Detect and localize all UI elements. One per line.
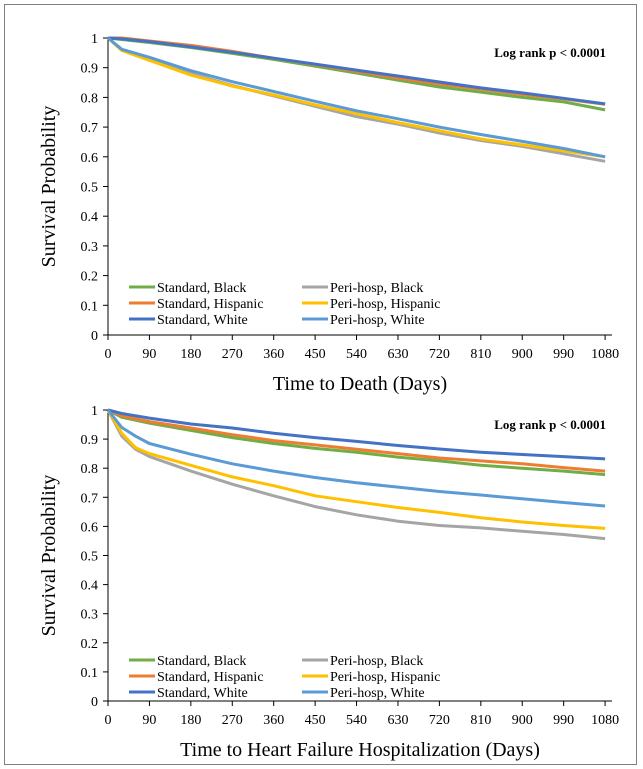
y-tick-label: 0.5 <box>81 181 99 196</box>
y-tick-label: 0.4 <box>81 210 99 225</box>
x-axis-title: Time to Death (Days) <box>273 373 447 395</box>
y-tick-label: 0.5 <box>81 550 99 565</box>
x-tick-label: 810 <box>470 347 491 362</box>
series-line-peri-hosp-white <box>107 36 606 159</box>
y-axis-title: Survival Probability <box>38 475 60 637</box>
legend-label: Standard, White <box>157 313 248 328</box>
x-tick-label: 180 <box>180 713 201 728</box>
x-tick-label: 1080 <box>591 347 619 362</box>
y-tick-label: 0.8 <box>81 91 99 106</box>
chart-panel-1: 0 0.1 0.2 0.3 0.4 0.5 0.6 0.7 0.8 0.9 1 0 90 180 270 36… <box>38 32 619 395</box>
y-tick-label: 0.1 <box>81 299 99 314</box>
y-tick-label: 0.8 <box>81 462 99 477</box>
x-tick-label: 540 <box>346 713 367 728</box>
legend-label: Peri-hosp, White <box>330 686 425 701</box>
legend-label: Standard, White <box>157 686 248 701</box>
y-tick-label: 1 <box>91 32 98 47</box>
x-tick-label: 0 <box>105 347 112 362</box>
y-tick-label: 0.2 <box>81 637 99 652</box>
series-line-standard-hispanic <box>107 408 606 473</box>
y-tick-label: 0.2 <box>81 270 99 285</box>
y-tick-label: 0.1 <box>81 666 99 681</box>
y-tick-label: 0.7 <box>81 121 99 136</box>
y-tick-label: 0.6 <box>81 520 99 535</box>
x-tick-label: 540 <box>346 347 367 362</box>
x-tick-label: 360 <box>263 347 284 362</box>
series-line-peri-hosp-hispanic <box>106 409 606 530</box>
series-line-standard-white <box>107 408 606 461</box>
series-line-standard-white <box>107 36 606 106</box>
x-tick-label: 990 <box>553 713 574 728</box>
x-tick-label: 450 <box>305 347 326 362</box>
x-tick-label: 900 <box>512 347 533 362</box>
series-line-peri-hosp-black <box>106 409 606 541</box>
series-line-peri-hosp-hispanic <box>106 36 606 159</box>
legend-label: Peri-hosp, Hispanic <box>330 297 440 312</box>
y-tick-label: 0.3 <box>81 240 99 255</box>
series-line-peri-hosp-white <box>106 409 606 508</box>
legend: Standard, Black Peri-hosp, Black Standard,… <box>129 281 440 328</box>
y-tick-label: 0.7 <box>81 491 99 506</box>
x-tick-label: 900 <box>512 713 533 728</box>
x-tick-label: 450 <box>305 713 326 728</box>
y-tick-label: 0.9 <box>81 62 99 77</box>
log-rank-annotation: Log rank p < 0.0001 <box>494 45 606 60</box>
y-tick-label: 0.6 <box>81 151 99 166</box>
x-tick-label: 0 <box>105 713 112 728</box>
x-tick-label: 270 <box>222 347 243 362</box>
series-line-standard-black <box>107 408 606 477</box>
x-tick-label: 720 <box>429 347 450 362</box>
x-tick-label: 90 <box>142 713 156 728</box>
y-tick-label: 1 <box>91 404 98 419</box>
x-axis-title: Time to Heart Failure Hospitalization (D… <box>180 739 540 761</box>
legend-label: Standard, Black <box>157 654 246 669</box>
x-tick-label: 810 <box>470 713 491 728</box>
x-tick-label: 360 <box>263 713 284 728</box>
legend-label: Standard, Hispanic <box>157 670 264 685</box>
x-tick-label: 180 <box>180 347 201 362</box>
y-tick-label: 0 <box>91 695 98 710</box>
x-tick-label: 1080 <box>591 713 619 728</box>
x-tick-label: 630 <box>387 713 408 728</box>
x-tick-label: 630 <box>387 347 408 362</box>
legend-label: Peri-hosp, Hispanic <box>330 670 440 685</box>
figure-frame <box>4 4 637 765</box>
x-tick-label: 720 <box>429 713 450 728</box>
legend-label: Peri-hosp, White <box>330 313 425 328</box>
y-tick-label: 0.3 <box>81 608 99 623</box>
legend-label: Peri-hosp, Black <box>330 281 423 296</box>
legend: Standard, Black Peri-hosp, Black Standard,… <box>129 654 440 701</box>
legend-label: Standard, Hispanic <box>157 297 264 312</box>
legend-label: Standard, Black <box>157 281 246 296</box>
y-axis-title: Survival Probability <box>38 106 60 268</box>
legend-label: Peri-hosp, Black <box>330 654 423 669</box>
x-tick-label: 90 <box>142 347 156 362</box>
chart-panel-2: 0 0.1 0.2 0.3 0.4 0.5 0.6 0.7 0.8 0.9 1 0 90 180 270 36… <box>38 404 619 761</box>
y-tick-label: 0.4 <box>81 579 99 594</box>
x-tick-label: 270 <box>222 713 243 728</box>
log-rank-annotation: Log rank p < 0.0001 <box>494 417 606 432</box>
y-tick-label: 0 <box>91 329 98 344</box>
x-tick-label: 990 <box>553 347 574 362</box>
y-tick-label: 0.9 <box>81 433 99 448</box>
